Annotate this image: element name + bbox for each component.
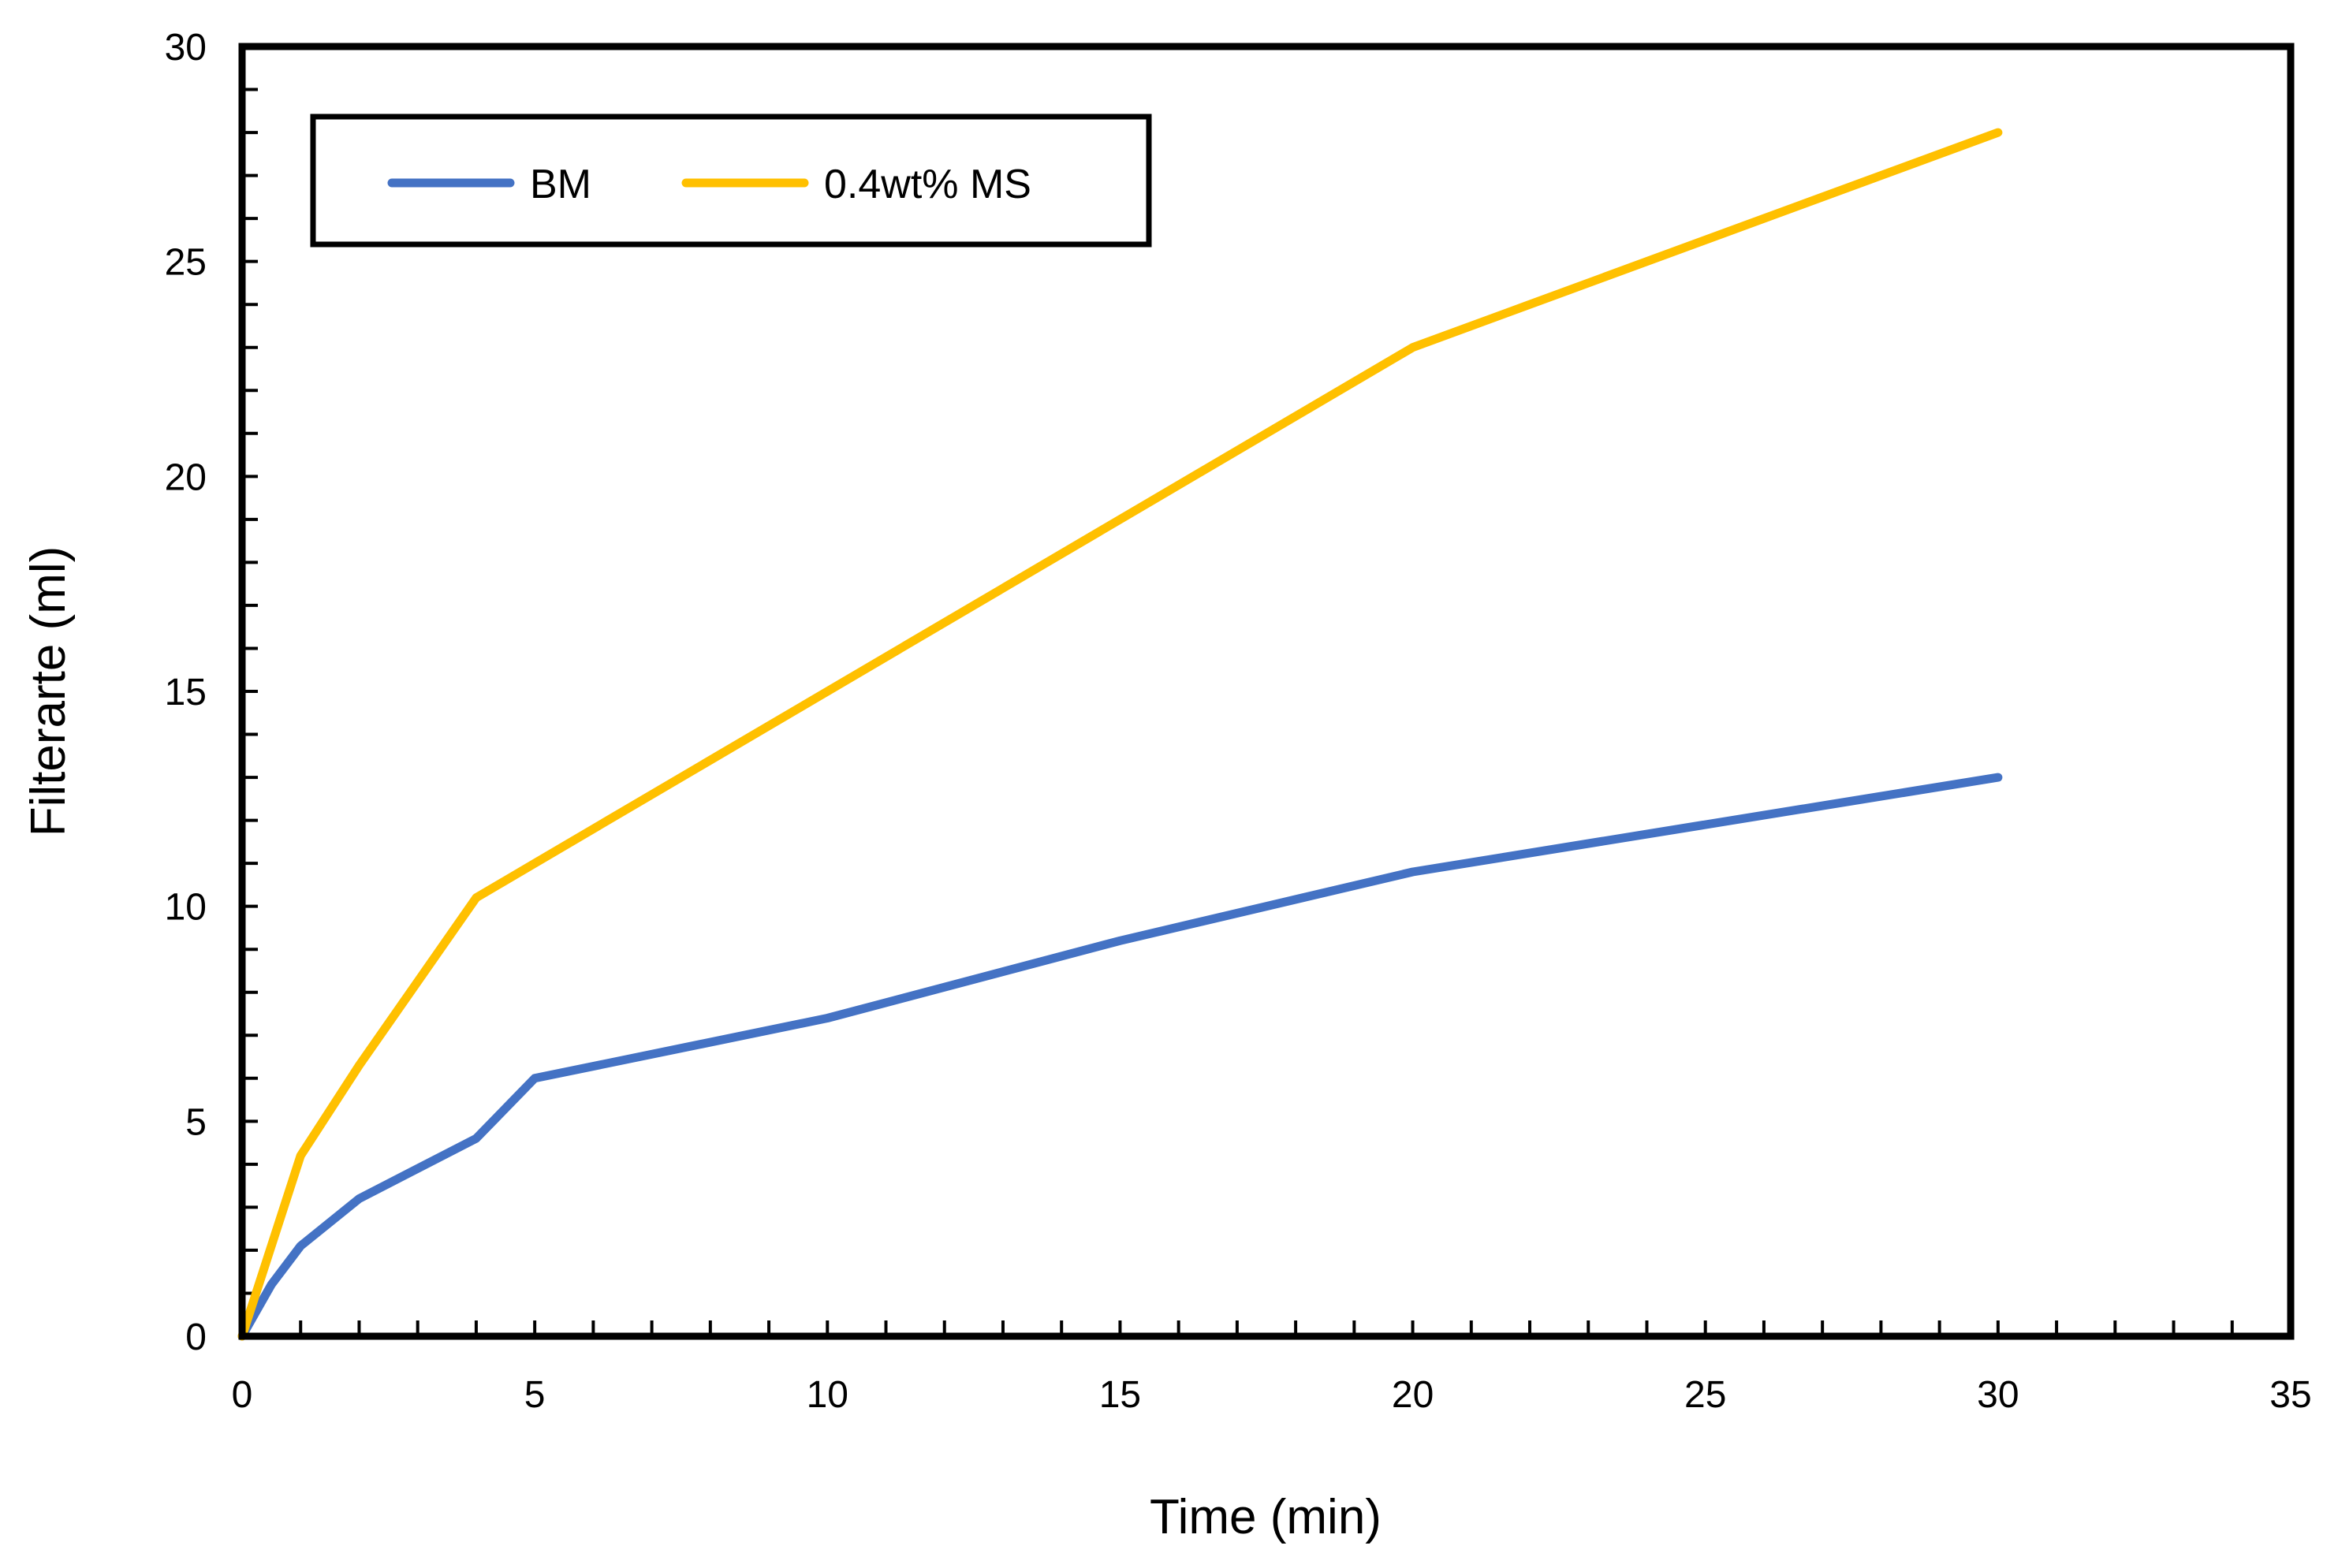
y-tick-label: 0 — [185, 1317, 207, 1358]
x-axis-title: Time (min) — [1150, 1490, 1382, 1544]
plot-series — [237, 128, 2003, 1341]
y-tick-label: 25 — [165, 242, 207, 284]
x-tick-label: 0 — [232, 1374, 253, 1416]
y-axis-title: Filterarte (ml) — [21, 546, 76, 837]
legend-label-ms: 0.4wt% MS — [824, 162, 1031, 207]
y-tick-label: 20 — [165, 456, 207, 498]
x-tick-label: 10 — [807, 1374, 848, 1416]
y-tick-label: 5 — [185, 1101, 207, 1143]
series-line-ms — [237, 128, 2003, 1341]
axis-tick-labels: 0 5 10 15 20 25 30 35 0 5 10 15 20 25 30 — [165, 27, 2312, 1416]
legend-label-bm: BM — [530, 162, 591, 207]
y-tick-label: 30 — [165, 27, 207, 69]
x-tick-label: 25 — [1684, 1374, 1726, 1416]
x-tick-label: 35 — [2269, 1374, 2311, 1416]
x-tick-label: 20 — [1392, 1374, 1434, 1416]
legend: BM 0.4wt% MS — [310, 114, 1152, 248]
y-tick-label: 15 — [165, 672, 207, 713]
series-line-bm — [237, 773, 2003, 1341]
y-tick-label: 10 — [165, 887, 207, 929]
x-tick-label: 15 — [1099, 1374, 1141, 1416]
x-tick-label: 5 — [524, 1374, 546, 1416]
plot-area-frame — [238, 43, 2295, 1340]
x-tick-label: 30 — [1977, 1374, 2019, 1416]
